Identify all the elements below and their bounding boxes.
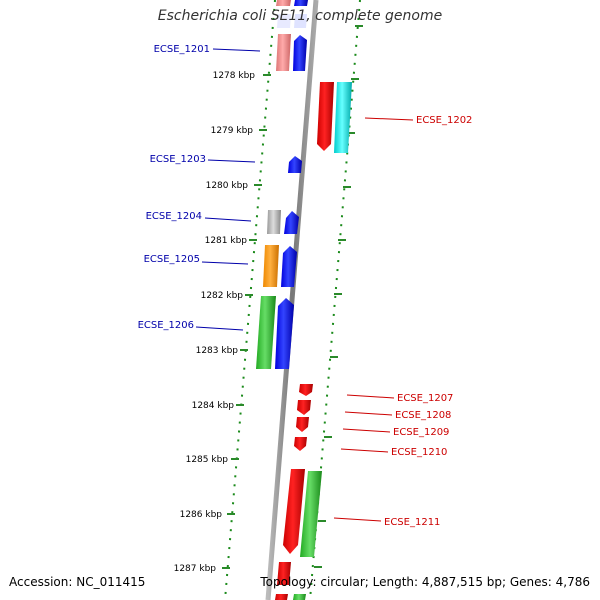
gene-feature-ecse-1202[interactable] [317,82,334,151]
gene-label-ecse-1206[interactable]: ECSE_1206 [138,320,194,331]
gene-feature[interactable] [275,594,288,600]
connector-ecse-1202 [364,117,414,121]
gene-label-ecse-1205[interactable]: ECSE_1205 [144,254,200,265]
connector-ecse-1208 [344,411,393,416]
gene-label-ecse-1201[interactable]: ECSE_1201 [154,44,210,55]
connector-ecse-1206 [195,326,244,331]
gene-feature-ecse-1208[interactable] [297,400,311,415]
connector-ecse-1204 [204,217,252,222]
gene-feature[interactable] [281,246,297,287]
left-label-connectors [195,48,261,331]
gene-feature[interactable] [275,298,294,369]
connector-ecse-1207 [346,394,395,399]
gene-feature[interactable] [294,0,308,6]
left-boundary-dotted-line [224,0,276,600]
gene-label-ecse-1210[interactable]: ECSE_1210 [391,447,447,458]
genome-summary-text: Topology: circular; Length: 4,887,515 bp… [260,575,590,589]
scale-label-1279: 1279 kbp [211,126,254,136]
scale-label-1286: 1286 kbp [180,510,223,520]
left-gene-labels: ECSE_1201 ECSE_1203 ECSE_1204 ECSE_1205 … [138,44,210,331]
gene-feature-ecse-1207[interactable] [299,384,313,396]
scale-label-1280: 1280 kbp [206,181,249,191]
right-label-connectors [333,117,414,522]
scale-label-1287: 1287 kbp [174,564,217,574]
gene-feature[interactable] [284,211,299,234]
connector-ecse-1209 [342,428,391,433]
gene-label-ecse-1203[interactable]: ECSE_1203 [150,154,206,165]
gene-feature[interactable] [277,562,291,585]
right-boundary-dotted-line [309,0,361,600]
connector-ecse-1203 [207,159,256,163]
genome-backbone [265,0,319,600]
gene-feature-ecse-1203[interactable] [288,156,302,173]
scale-labels: 1278 kbp 1279 kbp 1280 kbp 1281 kbp 1282… [174,71,256,574]
gene-feature-ecse-1205[interactable] [263,245,279,287]
connector-ecse-1201 [212,48,261,52]
gene-label-ecse-1209[interactable]: ECSE_1209 [393,427,449,438]
connector-ecse-1211 [333,517,382,522]
gene-feature[interactable] [276,0,291,6]
gene-feature[interactable] [294,14,307,28]
gene-feature[interactable] [300,471,322,557]
gene-feature[interactable] [277,14,291,28]
scale-label-1284: 1284 kbp [192,401,235,411]
scale-label-1285: 1285 kbp [186,455,229,465]
gene-feature-ecse-1206[interactable] [256,296,276,369]
gene-feature-ecse-1204[interactable] [267,210,281,234]
gene-feature-ecse-1210[interactable] [294,437,307,451]
gene-feature[interactable] [293,594,306,600]
gene-label-ecse-1204[interactable]: ECSE_1204 [146,211,202,222]
connector-ecse-1205 [201,261,249,265]
gene-feature-ecse-1201[interactable] [276,34,291,71]
accession-text: Accession: NC_011415 [9,575,146,589]
connector-ecse-1210 [340,448,389,453]
right-gene-labels: ECSE_1202 ECSE_1207 ECSE_1208 ECSE_1209 … [384,115,472,528]
scale-label-1281: 1281 kbp [205,236,248,246]
gene-feature[interactable] [334,82,352,153]
gene-label-ecse-1211[interactable]: ECSE_1211 [384,517,440,528]
scale-label-1278: 1278 kbp [213,71,256,81]
gene-label-ecse-1208[interactable]: ECSE_1208 [395,410,451,421]
gene-label-ecse-1207[interactable]: ECSE_1207 [397,393,453,404]
gene-label-ecse-1202[interactable]: ECSE_1202 [416,115,472,126]
genome-title: Escherichia coli SE11, complete genome [157,8,443,24]
gene-feature[interactable] [293,35,307,71]
scale-label-1283: 1283 kbp [196,346,239,356]
gene-feature-ecse-1211[interactable] [283,469,305,554]
gene-feature-ecse-1209[interactable] [296,417,309,432]
scale-label-1282: 1282 kbp [201,291,244,301]
left-scale-ticks [222,74,271,569]
